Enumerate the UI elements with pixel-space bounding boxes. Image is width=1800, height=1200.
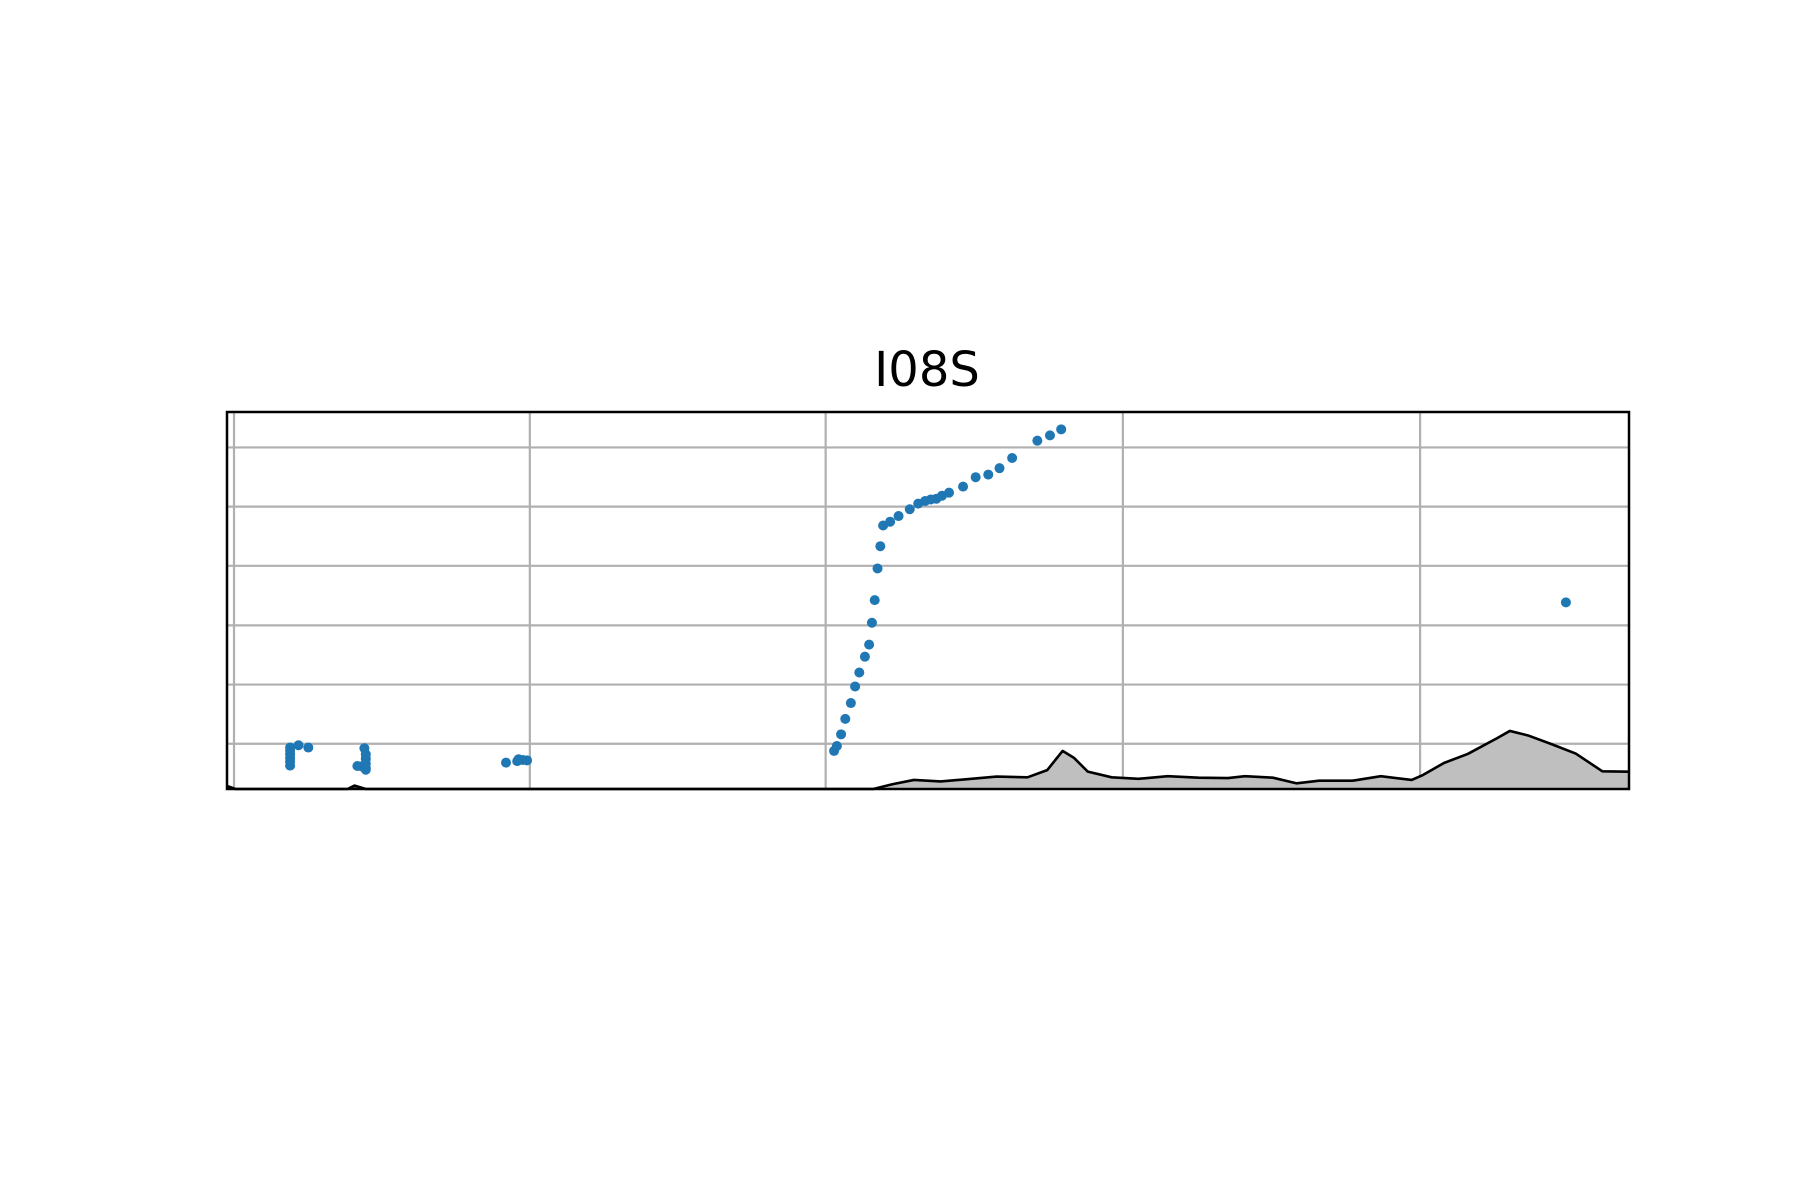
data-point-0-35 <box>885 516 896 527</box>
data-point-0-29 <box>864 639 875 650</box>
data-point-0-31 <box>869 595 880 606</box>
data-point-0-47 <box>994 463 1005 474</box>
plot-area <box>225 410 1631 791</box>
data-point-0-16 <box>500 757 511 768</box>
data-point-0-33 <box>875 541 886 552</box>
data-point-0-44 <box>958 481 969 492</box>
area-line <box>226 729 1630 791</box>
area-fill <box>227 730 1629 789</box>
points-layer <box>285 424 1571 775</box>
data-point-0-46 <box>983 469 994 480</box>
data-point-0-37 <box>904 504 915 515</box>
area-layer <box>226 729 1630 791</box>
data-point-0-51 <box>1056 424 1067 435</box>
data-point-0-27 <box>854 667 865 678</box>
data-point-0-43 <box>944 487 955 498</box>
data-point-0-23 <box>836 729 847 740</box>
data-point-0-36 <box>893 511 904 522</box>
grid <box>227 412 1629 789</box>
data-point-0-49 <box>1032 435 1043 446</box>
data-point-0-52 <box>1560 597 1571 608</box>
data-point-0-28 <box>859 651 870 662</box>
data-point-0-50 <box>1044 430 1055 441</box>
data-point-0-48 <box>1007 452 1018 463</box>
data-point-0-6 <box>293 740 304 751</box>
data-point-0-24 <box>840 713 851 724</box>
chart-title: I08S <box>874 342 980 398</box>
data-point-0-15 <box>359 743 370 754</box>
data-point-0-25 <box>845 698 856 709</box>
data-point-0-22 <box>831 741 842 752</box>
data-point-0-32 <box>872 563 883 574</box>
data-point-0-20 <box>522 755 533 766</box>
data-point-0-7 <box>303 742 314 753</box>
data-point-0-26 <box>850 681 861 692</box>
data-point-0-45 <box>970 472 981 483</box>
data-point-0-30 <box>866 617 877 628</box>
plot-frame <box>225 410 1631 791</box>
data-point-0-5 <box>285 760 296 771</box>
